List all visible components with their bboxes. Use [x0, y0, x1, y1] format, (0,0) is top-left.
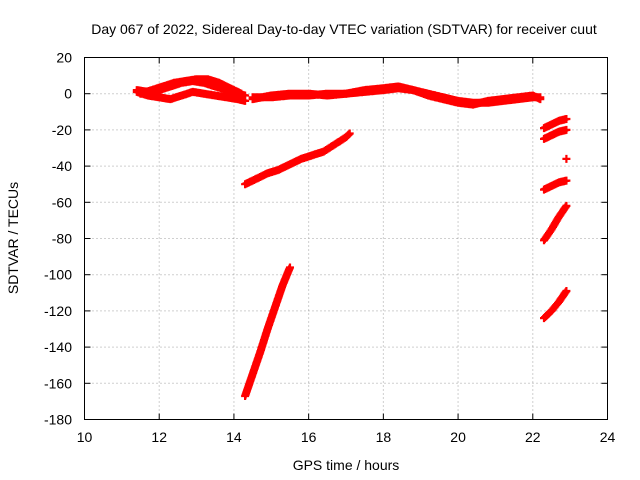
y-axis-label: SDTVAR / TECUs	[5, 182, 21, 294]
y-tick-label: -80	[52, 231, 72, 247]
series-10-markers	[540, 176, 571, 194]
x-tick-label: 18	[376, 429, 392, 445]
series-6	[241, 263, 294, 400]
x-tick-label: 16	[301, 429, 317, 445]
gridlines	[84, 57, 608, 420]
series-5	[241, 129, 354, 189]
series-11-markers	[540, 201, 571, 245]
series-7	[540, 115, 571, 133]
axis-ticks	[84, 57, 608, 420]
x-tick-label: 22	[525, 429, 541, 445]
chart-title: Day 067 of 2022, Sidereal Day-to-day VTE…	[91, 21, 597, 37]
y-tick-label: -100	[44, 267, 72, 283]
y-tick-label: -140	[44, 339, 72, 355]
x-axis-label: GPS time / hours	[293, 457, 400, 473]
y-tick-label: -20	[52, 122, 72, 138]
x-tick-label: 24	[600, 429, 616, 445]
y-tick-label: -40	[52, 158, 72, 174]
x-tick-labels: 10 12 14 16 18 20 22 24	[77, 429, 616, 445]
series-10	[540, 176, 571, 194]
series-9-markers	[562, 154, 571, 163]
series-4-markers	[248, 82, 545, 109]
series-7-markers	[540, 115, 571, 133]
series-8-markers	[540, 125, 571, 143]
series-9	[562, 154, 571, 163]
x-tick-label: 10	[77, 429, 93, 445]
y-tick-labels: 20 0 -20 -40 -60 -80 -100 -120 -140 -160 -180	[44, 50, 72, 428]
series-2	[136, 75, 246, 98]
x-tick-label: 20	[450, 429, 466, 445]
y-tick-label: -180	[44, 412, 72, 428]
y-tick-label: 20	[56, 50, 72, 66]
series-6-markers	[241, 263, 294, 400]
y-tick-label: -120	[44, 303, 72, 319]
x-tick-label: 12	[151, 429, 167, 445]
series-12-markers	[540, 287, 571, 323]
series-2-markers	[136, 75, 246, 98]
y-tick-label: -60	[52, 194, 72, 210]
y-tick-label: 0	[64, 86, 72, 102]
series-11	[540, 201, 571, 245]
x-tick-label: 14	[226, 429, 242, 445]
data-points	[132, 75, 571, 400]
series-12	[540, 287, 571, 323]
series-5-markers	[241, 129, 354, 189]
series-4	[248, 82, 545, 109]
series-8	[540, 125, 571, 143]
y-tick-label: -160	[44, 375, 72, 391]
